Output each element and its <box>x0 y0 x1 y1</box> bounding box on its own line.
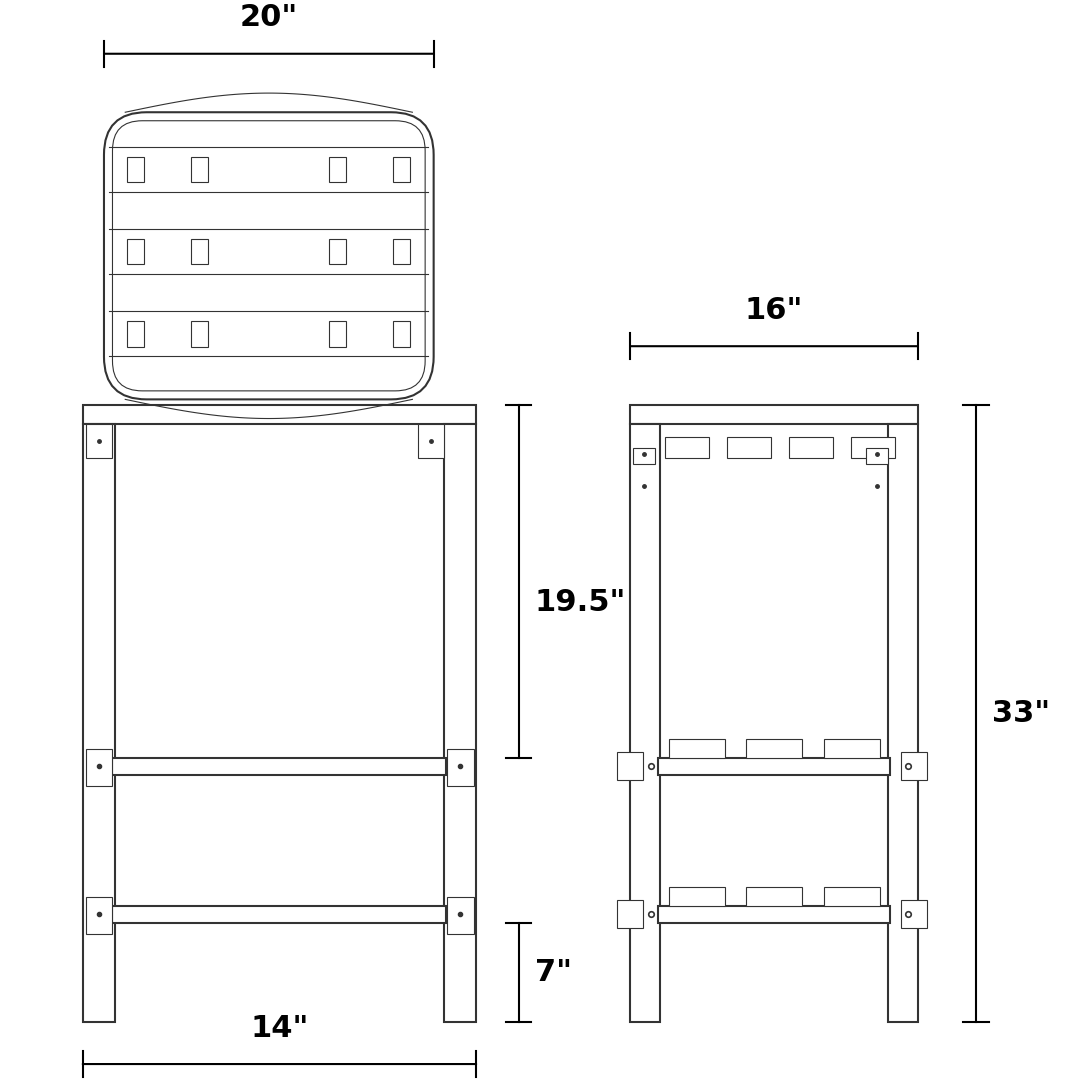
Bar <box>127 321 145 347</box>
Bar <box>329 157 347 183</box>
Bar <box>824 739 879 758</box>
Bar <box>658 906 890 922</box>
FancyBboxPatch shape <box>112 121 426 391</box>
Text: 33": 33" <box>991 699 1050 728</box>
Text: 19.5": 19.5" <box>535 588 626 617</box>
Bar <box>746 887 802 906</box>
Bar <box>393 321 410 347</box>
Bar <box>83 405 476 423</box>
Bar <box>447 748 474 786</box>
Bar <box>669 887 725 906</box>
Bar <box>83 423 114 1022</box>
Bar <box>329 321 347 347</box>
Text: 16": 16" <box>745 296 804 325</box>
Bar <box>191 157 208 183</box>
Bar <box>86 896 112 934</box>
Bar <box>658 758 890 774</box>
Bar <box>86 748 112 786</box>
Bar <box>789 436 833 458</box>
Bar <box>633 448 654 464</box>
Text: 20": 20" <box>240 3 298 32</box>
Bar <box>901 901 927 928</box>
Bar <box>617 753 644 780</box>
Bar <box>824 887 879 906</box>
Text: 7": 7" <box>535 958 571 987</box>
Bar <box>901 753 927 780</box>
Bar <box>746 739 802 758</box>
Bar <box>191 239 208 265</box>
Bar <box>418 423 444 458</box>
Bar <box>728 436 771 458</box>
Bar <box>112 906 446 922</box>
Bar <box>851 436 895 458</box>
Bar <box>888 423 918 1022</box>
Bar <box>669 739 725 758</box>
Bar <box>617 901 644 928</box>
Bar <box>631 405 918 423</box>
Bar <box>329 239 347 265</box>
Bar <box>393 157 410 183</box>
FancyBboxPatch shape <box>104 112 434 400</box>
Bar <box>112 758 446 774</box>
Bar <box>447 896 474 934</box>
Bar <box>665 436 708 458</box>
Bar <box>127 157 145 183</box>
Bar <box>191 321 208 347</box>
Text: 14": 14" <box>251 1014 309 1043</box>
Bar <box>631 423 660 1022</box>
Bar <box>127 239 145 265</box>
Bar <box>393 239 410 265</box>
Bar <box>86 423 112 458</box>
Bar <box>444 423 476 1022</box>
Bar <box>866 448 888 464</box>
